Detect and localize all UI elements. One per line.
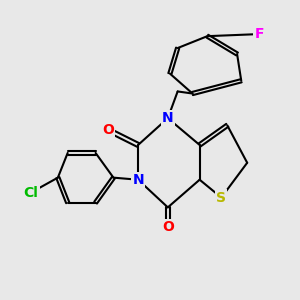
Text: F: F [254, 27, 264, 41]
Text: Cl: Cl [24, 185, 38, 200]
Text: N: N [162, 111, 174, 125]
Text: O: O [162, 220, 174, 234]
Text: N: N [132, 173, 144, 187]
Text: S: S [216, 190, 226, 205]
Text: O: O [103, 123, 114, 137]
